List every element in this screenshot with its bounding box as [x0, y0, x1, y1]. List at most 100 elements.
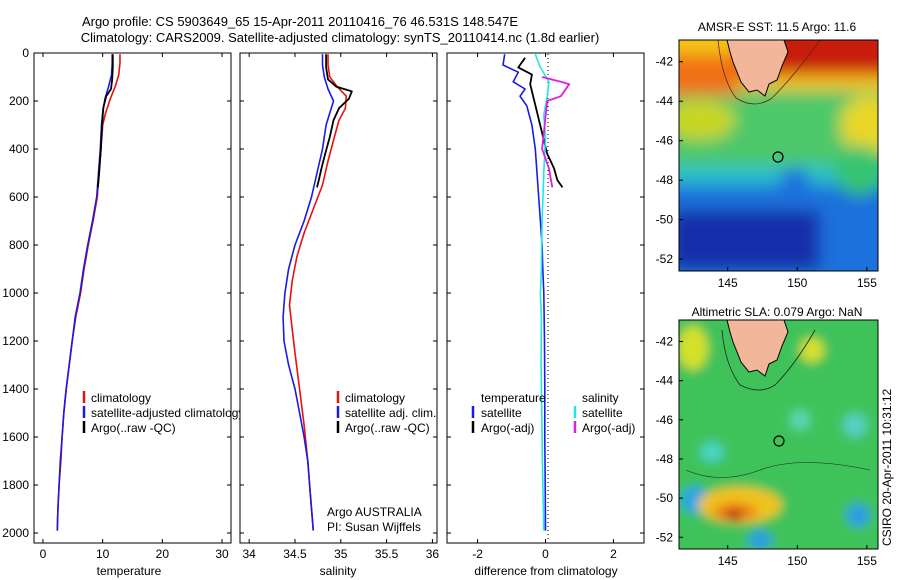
- legend-item-temp-argo: Argo(-adj): [481, 421, 534, 435]
- sla-map-panel: Altimetric SLA: 0.079 Argo: NaN: [656, 305, 879, 568]
- map-y-tick-label: -52: [656, 252, 674, 266]
- series-line-difference-0: [502, 54, 547, 531]
- map-y-tick-label: -48: [656, 173, 674, 187]
- sst-green-east: [835, 145, 878, 195]
- sst-blue-tongue: [780, 167, 810, 203]
- header-line-2: Climatology: CARS2009. Satellite-adjuste…: [81, 30, 600, 45]
- difference-legend: temperature satellite Argo(-adj) salinit…: [471, 391, 635, 435]
- sla-contour-2: [685, 462, 871, 478]
- x-tick-label: 0: [542, 547, 549, 561]
- sla-map-field: [679, 320, 878, 549]
- salinity-panel: 34 34.5 35 35.5 36 salinity climatology sate…: [239, 52, 439, 578]
- credit-text: CSIRO 20-Apr-2011 10:31:12: [880, 388, 894, 546]
- argo-marker: [772, 151, 784, 163]
- sla-map-ticks: 145 150 155 -42 -44 -46 -48 -50 -52: [656, 335, 878, 568]
- sst-yellow-west: [679, 100, 735, 140]
- x-tick-label: 30: [215, 547, 229, 561]
- sla-cyan-3: [843, 413, 867, 437]
- sla-yellow-1: [679, 326, 708, 370]
- temperature-axes-box: [33, 52, 232, 544]
- series-line-salinity-1: [282, 54, 335, 531]
- map-y-tick-label: -42: [656, 335, 674, 349]
- sla-yellow-2: [800, 338, 824, 362]
- sst-map-field: [679, 40, 878, 271]
- temperature-lines: [56, 54, 121, 531]
- legend-item-satellite: satellite-adjusted climatology: [91, 406, 244, 420]
- legend-item-argo: Argo(..raw -QC): [345, 421, 430, 435]
- series-line-difference-1: [517, 57, 564, 188]
- y-tick-label: 0: [22, 46, 29, 60]
- map-y-tick-label: -52: [656, 530, 674, 544]
- sst-map-frame: [678, 39, 879, 272]
- map-y-tick-label: -50: [656, 213, 674, 227]
- series-line-salinity-0: [288, 54, 348, 531]
- sst-map-title: AMSR-E SST: 11.5 Argo: 11.6: [698, 20, 857, 34]
- salinity-legend: climatology satellite adj. clim. Argo(..…: [336, 391, 436, 435]
- map-y-tick-label: -48: [656, 452, 674, 466]
- y-tick-label: 1000: [2, 286, 29, 300]
- tasmania-land: [726, 320, 789, 377]
- series-line-temperature-2: [97, 54, 114, 188]
- map-x-tick-label: 150: [787, 554, 807, 568]
- legend-item-satellite: satellite adj. clim.: [345, 406, 436, 420]
- sla-cyan-1: [700, 442, 724, 462]
- difference-panel: -2 0 2 difference from climatology tempera…: [446, 52, 645, 578]
- sst-contour-outer: [717, 40, 821, 105]
- legend-heading-temperature: temperature: [481, 391, 546, 405]
- y-tick-label: 1600: [2, 430, 29, 444]
- map-x-tick-label: 155: [857, 276, 877, 290]
- legend-item-climatology: climatology: [91, 391, 151, 405]
- series-line-difference-2: [534, 53, 550, 531]
- salinity-axes-box: [239, 52, 438, 544]
- x-tick-label: 35.5: [375, 547, 399, 561]
- legend-item-argo: Argo(..raw -QC): [91, 421, 176, 435]
- tasmania-land: [726, 40, 789, 97]
- temperature-xlabel: temperature: [97, 564, 162, 578]
- y-tick-label: 1400: [2, 382, 29, 396]
- difference-ticks: -2 0 2: [447, 52, 644, 561]
- sla-contour-1: [721, 329, 816, 391]
- sst-map-panel: AMSR-E SST: 11.5 Argo: 11.6 145 150 155 -42…: [656, 20, 879, 290]
- sst-warm-east: [840, 95, 878, 155]
- map-y-tick-label: -46: [656, 134, 674, 148]
- y-tick-label: 2000: [2, 526, 29, 540]
- y-tick-label: 1200: [2, 334, 29, 348]
- sla-cyan-2: [790, 410, 810, 430]
- map-y-tick-label: -46: [656, 413, 674, 427]
- salinity-ticks: 34 34.5 35 35.5 36: [240, 52, 439, 561]
- x-tick-label: 10: [96, 547, 110, 561]
- temperature-legend: climatology satellite-adjusted climatolo…: [82, 391, 244, 435]
- sst-map-ticks: 145 150 155 -42 -44 -46 -48 -50 -52: [656, 55, 878, 290]
- y-tick-label: 1800: [2, 478, 29, 492]
- x-tick-label: 2: [610, 547, 617, 561]
- y-tick-label: 400: [9, 142, 29, 156]
- temperature-panel: 0 10 20 30 0 200 400 600 800 1000 1200 1400 1600 1800…: [2, 46, 244, 578]
- temperature-ticks: 0 10 20 30 0 200 400 600 800 1000 1200 1400 1600 1800…: [2, 46, 231, 561]
- sla-red: [727, 509, 741, 521]
- sla-blue-3: [846, 503, 870, 527]
- legend-item-temp-satellite: satellite: [481, 406, 522, 420]
- map-x-tick-label: 145: [718, 276, 738, 290]
- salinity-lines: [282, 54, 353, 531]
- salinity-xlabel: salinity: [320, 564, 357, 578]
- legend-item-sal-argo: Argo(-adj): [582, 421, 635, 435]
- map-y-tick-label: -44: [656, 94, 674, 108]
- x-tick-label: 0: [40, 547, 47, 561]
- legend-heading-salinity: salinity: [582, 391, 619, 405]
- annotation-line-1: Argo AUSTRALIA: [327, 505, 422, 519]
- legend-item-climatology: climatology: [345, 391, 405, 405]
- difference-xlabel: difference from climatology: [474, 564, 617, 578]
- map-x-tick-label: 145: [718, 554, 738, 568]
- series-line-salinity-2: [316, 54, 353, 188]
- x-tick-label: 20: [156, 547, 170, 561]
- sla-map-frame: [678, 319, 879, 550]
- x-tick-label: 34.5: [283, 547, 307, 561]
- sla-blue-2: [748, 530, 772, 549]
- series-line-difference-3: [541, 76, 571, 188]
- legend-item-sal-satellite: satellite: [582, 406, 623, 420]
- map-y-tick-label: -42: [656, 55, 674, 69]
- argo-marker: [773, 435, 785, 447]
- x-tick-label: -2: [472, 547, 483, 561]
- sst-deep-blue: [679, 210, 820, 270]
- x-tick-label: 34: [242, 547, 256, 561]
